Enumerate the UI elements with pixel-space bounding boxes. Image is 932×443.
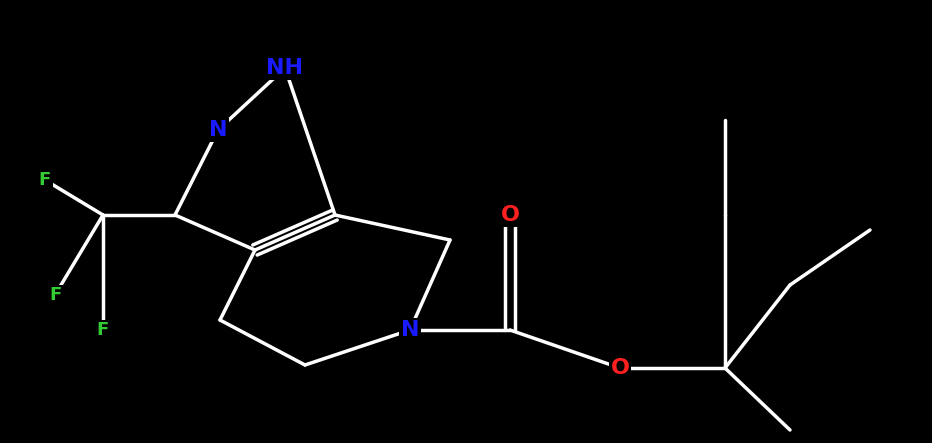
Text: N: N bbox=[401, 320, 419, 340]
Text: F: F bbox=[39, 171, 51, 189]
Text: NH: NH bbox=[267, 58, 304, 78]
Text: N: N bbox=[209, 120, 227, 140]
Text: O: O bbox=[500, 205, 519, 225]
Text: O: O bbox=[610, 358, 629, 378]
Text: F: F bbox=[48, 286, 62, 304]
Text: F: F bbox=[97, 321, 109, 339]
